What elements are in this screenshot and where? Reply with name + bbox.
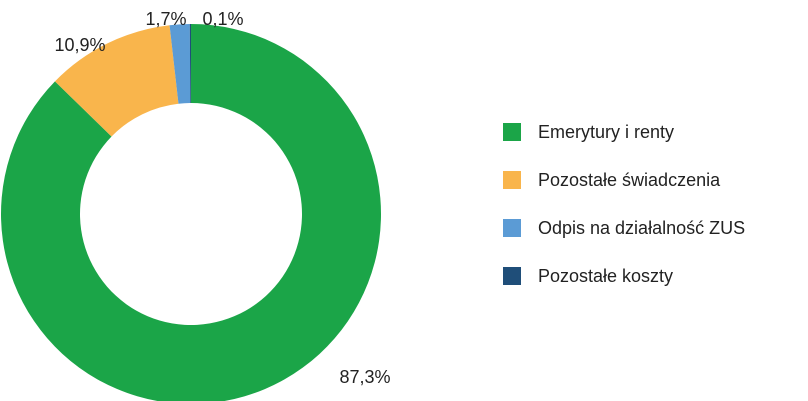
legend-swatch [503,219,521,237]
legend-swatch [503,267,521,285]
data-label: 1,7% [145,9,186,29]
donut-slice [169,24,191,104]
donut-slice [189,24,191,104]
legend-label: Pozostałe świadczenia [538,170,721,190]
donut-slice [54,25,179,137]
data-label: 10,9% [54,35,105,55]
legend-label: Pozostałe koszty [538,266,673,286]
legend-swatch [503,123,521,141]
legend-swatch [503,171,521,189]
legend-label: Odpis na działalność ZUS [538,218,745,238]
donut-slice [1,24,381,401]
data-label: 0,1% [202,9,243,29]
legend-label: Emerytury i renty [538,122,674,142]
data-label: 87,3% [339,367,390,387]
